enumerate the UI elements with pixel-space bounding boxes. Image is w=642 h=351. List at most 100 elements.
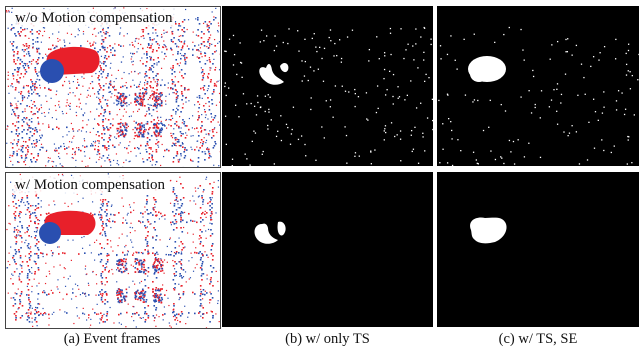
- event-dot: [184, 63, 186, 65]
- event-dot: [182, 269, 185, 271]
- event-dot: [88, 314, 90, 316]
- event-dot: [37, 255, 40, 257]
- event-dot: [209, 61, 211, 63]
- event-dot: [179, 71, 181, 73]
- event-dot: [12, 123, 14, 125]
- event-dot: [211, 11, 213, 13]
- noise-dot: [599, 52, 601, 54]
- event-dot: [32, 325, 34, 328]
- event-dot: [174, 139, 177, 141]
- event-dot: [77, 130, 79, 132]
- event-dot: [174, 137, 176, 139]
- event-dot: [78, 253, 80, 255]
- event-dot: [193, 200, 195, 202]
- event-dot: [34, 273, 36, 275]
- noise-dot: [240, 62, 243, 64]
- noise-dot: [224, 82, 227, 84]
- event-dot: [124, 246, 126, 248]
- event-dot: [61, 110, 64, 113]
- event-dot: [121, 77, 123, 80]
- event-dot: [15, 293, 18, 295]
- event-dot: [161, 51, 163, 53]
- event-dot: [182, 293, 185, 295]
- event-dot: [217, 42, 219, 44]
- event-dot: [43, 112, 45, 114]
- event-dot: [170, 221, 172, 224]
- event-dot: [180, 311, 183, 313]
- event-dot: [142, 212, 144, 215]
- event-dot: [147, 107, 150, 109]
- noise-dot: [575, 44, 578, 47]
- event-dot: [147, 245, 149, 247]
- noise-dot: [392, 73, 395, 76]
- event-dot: [28, 225, 30, 227]
- event-dot: [207, 77, 209, 79]
- noise-dot: [406, 94, 409, 96]
- event-dot: [37, 311, 40, 313]
- event-dot: [95, 35, 97, 37]
- event-dot: [196, 49, 198, 51]
- noise-dot: [517, 139, 519, 141]
- event-dot: [141, 124, 144, 127]
- event-dot: [180, 69, 183, 71]
- event-dot: [77, 284, 79, 287]
- event-dot: [182, 294, 184, 296]
- event-dot: [16, 150, 18, 152]
- event-dot: [112, 144, 114, 147]
- event-dot: [35, 145, 38, 147]
- event-dot: [80, 130, 83, 132]
- event-dot: [158, 301, 160, 303]
- event-dot: [135, 104, 137, 106]
- event-dot: [148, 47, 151, 49]
- event-dot: [191, 256, 193, 259]
- object-blob: [259, 64, 284, 85]
- event-dot: [176, 151, 179, 153]
- event-dot: [20, 247, 22, 249]
- event-dot: [28, 321, 31, 323]
- event-dot: [20, 145, 22, 147]
- event-dot: [122, 101, 125, 104]
- event-dot: [135, 251, 137, 253]
- event-dot: [24, 28, 26, 30]
- event-dot: [10, 142, 12, 144]
- event-dot: [35, 263, 37, 265]
- event-dot: [131, 41, 133, 44]
- event-dot: [138, 135, 141, 138]
- event-dot: [178, 252, 180, 254]
- event-dot: [152, 109, 155, 111]
- event-dot: [142, 35, 145, 37]
- event-dot: [36, 93, 39, 95]
- event-dot: [154, 105, 157, 107]
- event-dot: [175, 323, 178, 325]
- event-dot: [24, 255, 27, 257]
- event-dot: [14, 217, 16, 219]
- event-dot: [41, 135, 43, 137]
- event-dot: [9, 156, 11, 159]
- event-dot: [15, 229, 18, 231]
- event-dot: [33, 113, 35, 115]
- event-dot: [200, 53, 202, 55]
- event-dot: [155, 307, 158, 309]
- event-dot: [132, 252, 135, 254]
- event-dot: [74, 150, 76, 153]
- event-dot: [153, 209, 155, 211]
- event-dot: [13, 271, 16, 273]
- event-dot: [97, 123, 99, 125]
- event-dot: [121, 291, 123, 293]
- event-dot: [168, 93, 170, 95]
- event-dot: [156, 95, 158, 97]
- event-dot: [143, 263, 145, 266]
- event-dot: [211, 187, 214, 189]
- noise-dot: [438, 99, 440, 102]
- event-dot: [171, 137, 174, 139]
- event-dot: [182, 133, 184, 135]
- noise-dot: [263, 40, 265, 42]
- event-dot: [19, 221, 21, 223]
- event-dot: [219, 101, 220, 103]
- event-dot: [156, 251, 158, 254]
- event-dot: [119, 292, 122, 294]
- event-dot: [16, 161, 19, 163]
- event-dot: [15, 251, 18, 253]
- event-dot: [156, 122, 159, 124]
- event-dot: [200, 275, 203, 277]
